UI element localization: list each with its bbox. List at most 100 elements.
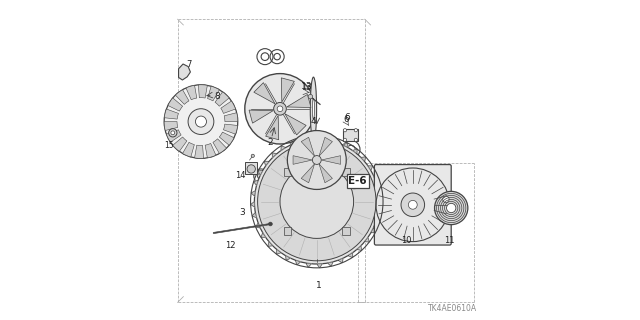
Wedge shape bbox=[198, 85, 207, 98]
Circle shape bbox=[308, 94, 312, 99]
Text: 2: 2 bbox=[268, 138, 273, 147]
Polygon shape bbox=[378, 207, 383, 212]
Circle shape bbox=[195, 116, 207, 127]
Wedge shape bbox=[182, 142, 195, 157]
Polygon shape bbox=[301, 137, 306, 141]
Circle shape bbox=[277, 106, 283, 112]
Text: 7: 7 bbox=[187, 60, 192, 68]
Bar bbox=[246, 162, 257, 174]
Circle shape bbox=[171, 131, 175, 135]
Text: 15: 15 bbox=[164, 141, 174, 150]
Text: 3: 3 bbox=[240, 208, 245, 217]
Polygon shape bbox=[261, 233, 266, 237]
Polygon shape bbox=[285, 114, 306, 135]
Circle shape bbox=[280, 165, 354, 238]
Polygon shape bbox=[287, 94, 311, 108]
Polygon shape bbox=[368, 166, 372, 171]
Polygon shape bbox=[179, 64, 191, 80]
Polygon shape bbox=[251, 202, 255, 207]
Polygon shape bbox=[333, 139, 338, 143]
Polygon shape bbox=[281, 146, 285, 150]
Polygon shape bbox=[353, 149, 357, 154]
Circle shape bbox=[343, 129, 347, 132]
Text: 12: 12 bbox=[225, 241, 236, 250]
Polygon shape bbox=[371, 228, 376, 233]
Polygon shape bbox=[338, 258, 343, 263]
Polygon shape bbox=[293, 156, 312, 164]
Circle shape bbox=[258, 142, 376, 261]
Wedge shape bbox=[207, 86, 220, 101]
Polygon shape bbox=[254, 83, 275, 104]
Polygon shape bbox=[348, 253, 353, 258]
Circle shape bbox=[252, 154, 255, 157]
Polygon shape bbox=[264, 161, 269, 166]
FancyBboxPatch shape bbox=[374, 164, 451, 245]
Text: 6: 6 bbox=[344, 115, 349, 124]
Circle shape bbox=[255, 139, 380, 264]
Polygon shape bbox=[253, 180, 258, 186]
Polygon shape bbox=[282, 78, 294, 102]
Circle shape bbox=[343, 138, 347, 141]
Wedge shape bbox=[223, 124, 237, 134]
Polygon shape bbox=[285, 256, 291, 260]
Polygon shape bbox=[258, 170, 263, 175]
Bar bbox=[342, 227, 350, 235]
Polygon shape bbox=[322, 136, 328, 140]
Polygon shape bbox=[379, 196, 383, 202]
Polygon shape bbox=[312, 135, 317, 140]
Polygon shape bbox=[251, 191, 255, 196]
Circle shape bbox=[408, 200, 417, 209]
Polygon shape bbox=[291, 140, 296, 145]
Wedge shape bbox=[164, 122, 178, 131]
Polygon shape bbox=[276, 249, 281, 254]
Wedge shape bbox=[195, 145, 204, 158]
Text: 10: 10 bbox=[401, 236, 412, 245]
Polygon shape bbox=[306, 263, 312, 267]
Wedge shape bbox=[173, 137, 187, 151]
Text: E-6: E-6 bbox=[348, 176, 367, 186]
Circle shape bbox=[443, 196, 449, 203]
Polygon shape bbox=[365, 237, 369, 242]
Circle shape bbox=[164, 85, 238, 158]
Text: 13: 13 bbox=[301, 83, 311, 92]
Polygon shape bbox=[328, 262, 333, 266]
Wedge shape bbox=[175, 90, 189, 104]
Circle shape bbox=[355, 129, 358, 132]
Wedge shape bbox=[168, 98, 182, 111]
Text: 8: 8 bbox=[214, 92, 220, 100]
Circle shape bbox=[447, 203, 456, 213]
Circle shape bbox=[312, 156, 321, 164]
Polygon shape bbox=[301, 164, 315, 183]
Polygon shape bbox=[317, 264, 322, 268]
Polygon shape bbox=[301, 137, 315, 156]
Polygon shape bbox=[268, 242, 273, 246]
Wedge shape bbox=[213, 139, 227, 154]
Circle shape bbox=[401, 193, 424, 217]
Wedge shape bbox=[164, 109, 179, 119]
Wedge shape bbox=[220, 132, 234, 145]
Polygon shape bbox=[266, 116, 278, 140]
Bar bbox=[284, 168, 291, 176]
Polygon shape bbox=[252, 212, 257, 218]
Wedge shape bbox=[186, 85, 197, 100]
Circle shape bbox=[287, 131, 346, 189]
Polygon shape bbox=[255, 223, 260, 228]
Polygon shape bbox=[321, 156, 340, 164]
Polygon shape bbox=[249, 110, 273, 123]
Wedge shape bbox=[224, 113, 238, 122]
Wedge shape bbox=[166, 130, 181, 142]
Polygon shape bbox=[296, 260, 301, 265]
Text: 6: 6 bbox=[344, 113, 350, 122]
Wedge shape bbox=[205, 143, 216, 158]
Ellipse shape bbox=[310, 77, 317, 140]
Polygon shape bbox=[377, 186, 381, 191]
Polygon shape bbox=[343, 143, 348, 148]
Text: 4: 4 bbox=[310, 117, 316, 126]
Wedge shape bbox=[221, 101, 236, 113]
Text: TK4AE0610A: TK4AE0610A bbox=[428, 304, 477, 313]
Bar bbox=[284, 227, 291, 235]
Circle shape bbox=[269, 222, 273, 226]
Polygon shape bbox=[357, 246, 362, 251]
Polygon shape bbox=[319, 137, 332, 156]
Text: 13: 13 bbox=[301, 82, 312, 91]
